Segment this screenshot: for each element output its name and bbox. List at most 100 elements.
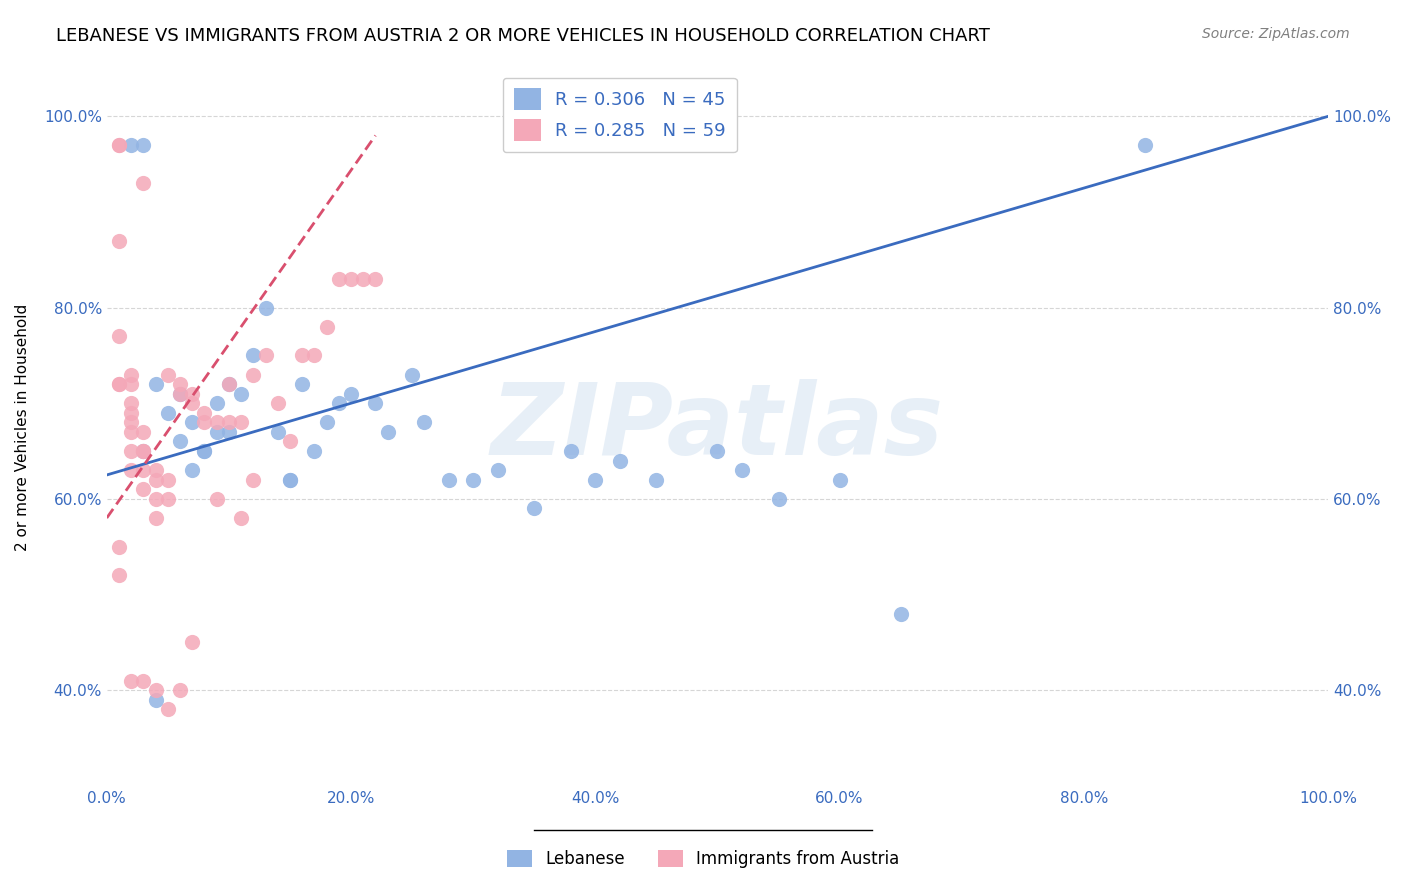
Point: [242, 473, 264, 487]
Point: [156, 473, 179, 487]
Point: [413, 416, 436, 430]
Point: [364, 272, 387, 286]
Point: [132, 425, 155, 439]
Point: [108, 234, 131, 248]
Point: [731, 463, 754, 477]
Point: [205, 491, 228, 506]
Point: [768, 491, 790, 506]
Point: [560, 444, 582, 458]
Point: [205, 425, 228, 439]
Point: [120, 416, 142, 430]
Point: [120, 406, 142, 420]
Point: [145, 683, 167, 698]
Point: [229, 511, 252, 525]
Point: [583, 473, 606, 487]
Point: [828, 473, 851, 487]
Point: [278, 473, 301, 487]
Point: [254, 348, 277, 362]
Point: [120, 463, 142, 477]
Point: [132, 444, 155, 458]
Point: [364, 396, 387, 410]
Point: [242, 348, 264, 362]
Point: [304, 348, 326, 362]
Point: [218, 377, 240, 392]
Text: ZIPatlas: ZIPatlas: [491, 378, 943, 475]
Point: [278, 434, 301, 449]
Point: [291, 377, 314, 392]
Text: Source: ZipAtlas.com: Source: ZipAtlas.com: [1202, 27, 1350, 41]
Point: [108, 138, 131, 153]
Point: [229, 416, 252, 430]
Point: [156, 702, 179, 716]
Point: [218, 425, 240, 439]
Point: [890, 607, 912, 621]
Point: [401, 368, 423, 382]
Point: [609, 453, 631, 467]
Point: [108, 138, 131, 153]
Point: [340, 386, 363, 401]
Point: [108, 568, 131, 582]
Point: [120, 673, 142, 688]
Point: [120, 425, 142, 439]
Point: [181, 386, 204, 401]
Legend: Lebanese, Immigrants from Austria: Lebanese, Immigrants from Austria: [501, 843, 905, 875]
Point: [193, 444, 215, 458]
Point: [145, 473, 167, 487]
Point: [120, 444, 142, 458]
Point: [145, 511, 167, 525]
Point: [120, 368, 142, 382]
Point: [278, 473, 301, 487]
Point: [328, 396, 350, 410]
Point: [132, 444, 155, 458]
Point: [145, 692, 167, 706]
Point: [193, 444, 215, 458]
Point: [328, 272, 350, 286]
Point: [205, 416, 228, 430]
Point: [706, 444, 728, 458]
Point: [120, 377, 142, 392]
Point: [291, 348, 314, 362]
Point: [229, 386, 252, 401]
Point: [145, 377, 167, 392]
Point: [486, 463, 509, 477]
Point: [132, 673, 155, 688]
Point: [108, 377, 131, 392]
Point: [205, 396, 228, 410]
Point: [156, 491, 179, 506]
Point: [218, 377, 240, 392]
Point: [181, 396, 204, 410]
Point: [156, 406, 179, 420]
Point: [169, 683, 191, 698]
Point: [156, 368, 179, 382]
Point: [169, 434, 191, 449]
Point: [523, 501, 546, 516]
Point: [340, 272, 363, 286]
Point: [181, 635, 204, 649]
Point: [169, 377, 191, 392]
Point: [242, 368, 264, 382]
Point: [132, 138, 155, 153]
Y-axis label: 2 or more Vehicles in Household: 2 or more Vehicles in Household: [15, 303, 30, 550]
Point: [315, 319, 337, 334]
Point: [437, 473, 460, 487]
Point: [1133, 138, 1156, 153]
Point: [304, 444, 326, 458]
Point: [193, 416, 215, 430]
Point: [108, 540, 131, 554]
Point: [377, 425, 399, 439]
Legend: R = 0.306   N = 45, R = 0.285   N = 59: R = 0.306 N = 45, R = 0.285 N = 59: [503, 78, 737, 153]
Point: [120, 138, 142, 153]
Point: [181, 416, 204, 430]
Point: [120, 396, 142, 410]
Point: [132, 483, 155, 497]
Point: [352, 272, 374, 286]
Point: [254, 301, 277, 315]
Point: [132, 176, 155, 190]
Point: [267, 396, 290, 410]
Point: [463, 473, 485, 487]
Point: [181, 463, 204, 477]
Point: [267, 425, 290, 439]
Point: [145, 463, 167, 477]
Point: [193, 406, 215, 420]
Point: [132, 444, 155, 458]
